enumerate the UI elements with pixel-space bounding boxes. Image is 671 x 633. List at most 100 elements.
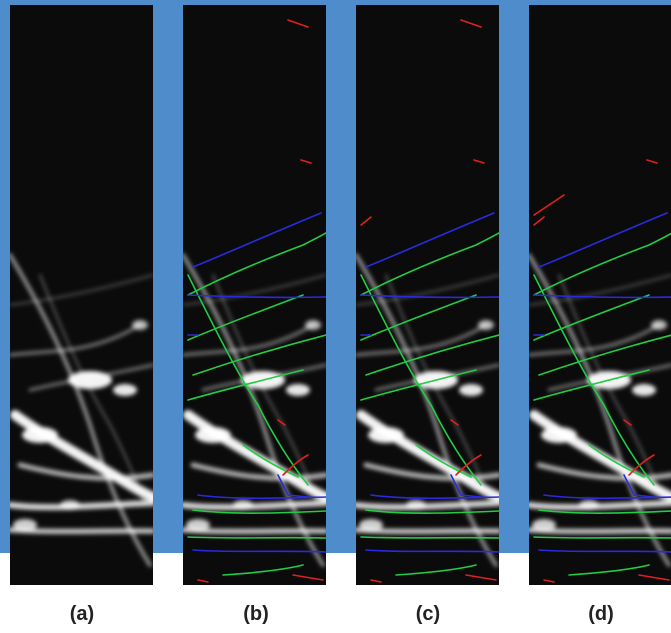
trace-blue — [538, 212, 668, 268]
trace-green — [415, 444, 472, 478]
trace-blue — [277, 474, 309, 498]
micrograph-svg — [529, 159, 671, 583]
filament — [356, 274, 499, 306]
trace-green — [192, 509, 326, 514]
bright-spot — [233, 500, 253, 510]
trace-red — [460, 19, 482, 28]
trace-blue — [365, 549, 499, 553]
bright-spot — [459, 384, 483, 396]
bright-spot — [632, 384, 656, 396]
filament — [183, 500, 326, 511]
trace-red — [533, 194, 565, 216]
trace-green — [187, 274, 309, 486]
bright-spot — [22, 427, 58, 443]
trace-red — [638, 574, 670, 581]
trace-red — [533, 216, 545, 226]
trace-green — [588, 444, 645, 478]
trace-green — [187, 232, 326, 296]
trace-red — [465, 574, 497, 581]
trace-green — [365, 334, 499, 376]
trace-green — [533, 536, 671, 539]
trace-green — [533, 274, 655, 486]
trace-blue — [192, 549, 326, 553]
bright-spot — [368, 427, 404, 443]
filament — [385, 274, 492, 506]
trace-red — [623, 419, 632, 426]
filament — [183, 323, 315, 357]
bright-spot — [305, 320, 321, 330]
panel-b-image — [183, 5, 326, 585]
filament — [529, 527, 671, 534]
panel-c-caption: (c) — [415, 603, 441, 625]
filament — [10, 527, 153, 534]
panel-a-caption: (a) — [69, 603, 95, 625]
trace-green — [222, 564, 304, 576]
trace-green — [365, 509, 499, 514]
bright-spot — [60, 500, 80, 510]
filament — [183, 527, 326, 534]
trace-green — [187, 294, 304, 341]
bright-spot — [195, 427, 231, 443]
trace-red — [646, 159, 658, 164]
bright-spot — [541, 427, 577, 443]
micrograph-svg — [10, 253, 153, 567]
trace-green — [533, 232, 671, 296]
trace-red — [628, 454, 655, 476]
trace-green — [192, 334, 326, 376]
bright-spot — [13, 519, 37, 531]
filament — [10, 274, 153, 306]
bright-spot — [132, 320, 148, 330]
panel-c-image — [356, 5, 499, 585]
bright-spot — [186, 519, 210, 531]
bright-spot — [359, 519, 383, 531]
trace-green — [187, 369, 304, 401]
filament — [356, 323, 488, 357]
filament — [529, 274, 671, 306]
trace-blue — [187, 294, 326, 299]
trace-blue — [533, 294, 671, 299]
trace-blue — [538, 549, 671, 553]
trace-green — [360, 369, 477, 401]
trace-green — [242, 444, 299, 478]
trace-green — [533, 369, 650, 401]
filament — [39, 274, 146, 506]
trace-red — [455, 454, 482, 476]
filament — [190, 462, 326, 481]
panel-b-caption: (b) — [243, 603, 269, 625]
trace-red — [277, 419, 286, 426]
micrograph-svg — [183, 19, 326, 583]
trace-red — [197, 579, 209, 583]
trace-blue — [365, 212, 495, 268]
trace-red — [300, 159, 312, 164]
filament — [356, 500, 499, 511]
trace-red — [473, 159, 485, 164]
trace-red — [543, 579, 555, 583]
micrograph-svg — [356, 19, 499, 583]
trace-green — [187, 536, 326, 539]
filament — [212, 274, 319, 506]
trace-red — [287, 19, 309, 28]
trace-green — [360, 294, 477, 341]
trace-blue — [197, 494, 326, 500]
trace-green — [395, 564, 477, 576]
bright-spot — [68, 371, 112, 389]
filament — [536, 462, 671, 481]
trace-red — [360, 216, 372, 226]
trace-green — [533, 294, 650, 341]
panel-d-caption: (d) — [588, 603, 614, 625]
trace-green — [360, 274, 482, 486]
trace-blue — [370, 494, 499, 500]
bright-spot — [113, 384, 137, 396]
trace-red — [450, 419, 459, 426]
filament — [529, 323, 661, 357]
filament — [363, 462, 499, 481]
trace-blue — [360, 294, 499, 299]
bright-spot — [478, 320, 494, 330]
filament — [10, 500, 153, 511]
panel-d-image — [529, 5, 671, 585]
filament — [17, 462, 153, 481]
trace-green — [568, 564, 650, 576]
bright-spot — [579, 500, 599, 510]
filament — [356, 527, 499, 534]
